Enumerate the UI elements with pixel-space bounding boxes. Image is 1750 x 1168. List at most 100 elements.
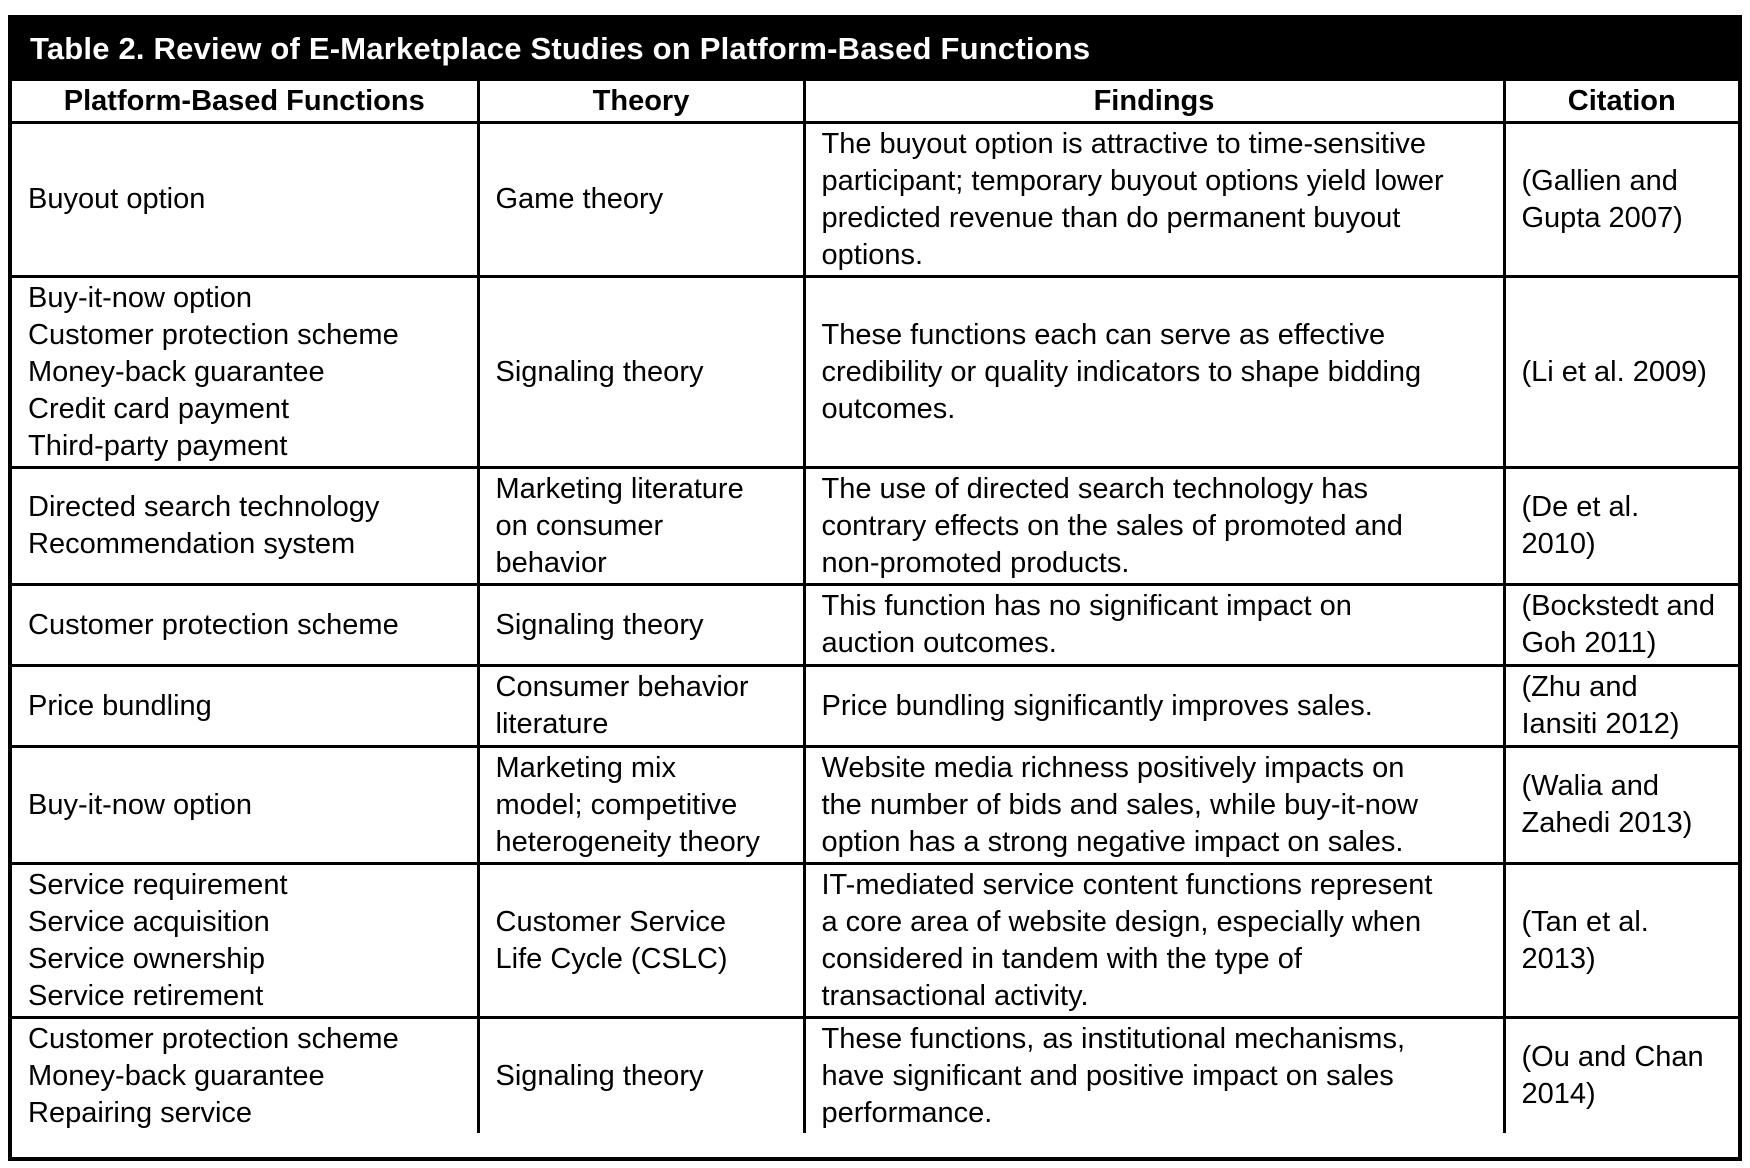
citation-line: 2010) <box>1521 528 1596 560</box>
citation-line: (Bockstedt and <box>1521 590 1715 622</box>
table-row: Directed search technology Recommendatio… <box>12 466 1738 586</box>
findings-line: These functions each can serve as effect… <box>821 318 1386 351</box>
table-row: Customer protection scheme Money-back gu… <box>12 1016 1738 1133</box>
citation-cell: (De et al. 2010) <box>1502 466 1738 586</box>
findings-line: The use of directed search technology ha… <box>821 472 1369 505</box>
theory-line: Customer Service <box>495 905 726 938</box>
findings-cell: The use of directed search technology ha… <box>802 466 1506 586</box>
theory-line: Signaling theory <box>495 355 704 388</box>
citation-cell: (Li et al. 2009) <box>1502 275 1738 469</box>
findings-cell: These functions, as institutional mechan… <box>802 1016 1506 1133</box>
function-item: Repairing service <box>28 1096 253 1129</box>
citation-line: 2013) <box>1521 942 1596 975</box>
function-item: Service acquisition <box>28 905 270 938</box>
theory-line: Consumer behavior <box>495 671 749 703</box>
function-item: Third-party payment <box>28 429 288 462</box>
findings-line: outcomes. <box>821 392 956 425</box>
table-row: Customer protection scheme Signaling the… <box>12 583 1738 667</box>
findings-line: non-promoted products. <box>821 546 1130 579</box>
function-item: Buy-it-now option <box>28 281 253 314</box>
citation-line: Gupta 2007) <box>1521 201 1683 234</box>
theory-line: Life Cycle (CSLC) <box>495 942 728 975</box>
table-row: Buy-it-now option Marketing mix model; c… <box>12 745 1738 865</box>
findings-cell: The buyout option is attractive to time-… <box>802 121 1506 278</box>
review-table: Platform-Based Functions Theory Findings… <box>12 78 1738 1133</box>
citation-line: (Tan et al. <box>1521 905 1649 938</box>
functions-cell: Buy-it-now option <box>12 745 480 865</box>
theory-cell: Marketing mix model; competitive heterog… <box>476 745 806 865</box>
findings-line: the number of bids and sales, while buy-… <box>821 788 1418 821</box>
theory-cell: Marketing literature on consumer behavio… <box>476 466 806 586</box>
theory-line: Game theory <box>495 183 664 215</box>
theory-line: Signaling theory <box>495 608 704 641</box>
findings-line: Website media richness positively impact… <box>821 751 1405 784</box>
findings-line: have significant and positive impact on … <box>821 1059 1394 1092</box>
function-item: Money-back guarantee <box>28 1059 325 1092</box>
citation-line: Goh 2011) <box>1521 627 1657 659</box>
functions-cell: Buy-it-now option Customer protection sc… <box>12 275 480 469</box>
theory-line: heterogeneity theory <box>495 825 760 858</box>
functions-cell: Service requirement Service acquisition … <box>12 862 480 1019</box>
theory-line: literature <box>495 708 609 740</box>
function-item: Service ownership <box>28 942 265 975</box>
findings-line: performance. <box>821 1096 993 1129</box>
citation-cell: (Zhu and Iansiti 2012) <box>1502 664 1738 748</box>
functions-cell: Customer protection scheme <box>12 583 480 667</box>
table-row: Buyout option Game theory The buyout opt… <box>12 121 1738 278</box>
findings-line: option has a strong negative impact on s… <box>821 825 1404 858</box>
findings-line: auction outcomes. <box>821 627 1057 659</box>
functions-cell: Customer protection scheme Money-back gu… <box>12 1016 480 1133</box>
findings-line: credibility or quality indicators to sha… <box>821 355 1422 388</box>
citation-line: 2014) <box>1521 1078 1596 1110</box>
findings-line: a core area of website design, especiall… <box>821 905 1422 938</box>
citation-line: (Walia and <box>1521 770 1660 802</box>
function-item: Service requirement <box>28 868 288 901</box>
theory-cell: Game theory <box>476 121 806 278</box>
citation-line: Iansiti 2012) <box>1521 708 1680 740</box>
table-row: Price bundling Consumer behavior literat… <box>12 664 1738 748</box>
header-theory: Theory <box>476 78 806 124</box>
citation-line: Zahedi 2013) <box>1521 807 1693 839</box>
findings-line: contrary effects on the sales of promote… <box>821 509 1403 542</box>
function-item: Recommendation system <box>28 528 356 560</box>
theory-line: Signaling theory <box>495 1059 704 1092</box>
findings-line: considered in tandem with the type of <box>821 942 1302 975</box>
theory-cell: Signaling theory <box>476 275 806 469</box>
function-item: Customer protection scheme <box>28 1022 399 1055</box>
table-row: Service requirement Service acquisition … <box>12 862 1738 1019</box>
theory-line: Marketing mix <box>495 751 677 784</box>
findings-cell: Website media richness positively impact… <box>802 745 1506 865</box>
function-item: Customer protection scheme <box>28 608 399 641</box>
functions-cell: Buyout option <box>12 121 480 278</box>
citation-line: (Li et al. 2009) <box>1521 355 1707 388</box>
table-caption: Table 2. Review of E-Marketplace Studies… <box>12 19 1738 78</box>
citation-cell: (Tan et al. 2013) <box>1502 862 1738 1019</box>
review-table-frame: Table 2. Review of E-Marketplace Studies… <box>8 15 1742 1161</box>
citation-cell: (Gallien and Gupta 2007) <box>1502 121 1738 278</box>
theory-cell: Signaling theory <box>476 583 806 667</box>
findings-line: transactional activity. <box>821 979 1089 1012</box>
findings-line: participant; temporary buyout options yi… <box>821 164 1444 197</box>
findings-cell: Price bundling significantly improves sa… <box>802 664 1506 748</box>
citation-line: (Zhu and <box>1521 671 1638 703</box>
header-findings: Findings <box>802 78 1506 124</box>
findings-cell: IT-mediated service content functions re… <box>802 862 1506 1019</box>
findings-line: This function has no significant impact … <box>821 590 1352 622</box>
citation-line: (Gallien and <box>1521 164 1678 197</box>
function-item: Directed search technology <box>28 491 380 523</box>
function-item: Buy-it-now option <box>28 788 253 821</box>
theory-cell: Customer Service Life Cycle (CSLC) <box>476 862 806 1019</box>
theory-line: on consumer <box>495 509 664 542</box>
table-row: Buy-it-now option Customer protection sc… <box>12 275 1738 469</box>
function-item: Credit card payment <box>28 392 290 425</box>
header-platform-functions: Platform-Based Functions <box>12 78 480 124</box>
functions-cell: Directed search technology Recommendatio… <box>12 466 480 586</box>
function-item: Buyout option <box>28 183 206 215</box>
findings-line: Price bundling significantly improves sa… <box>821 689 1373 722</box>
citation-line: (Ou and Chan <box>1521 1041 1704 1073</box>
citation-cell: (Ou and Chan 2014) <box>1502 1016 1738 1133</box>
theory-line: model; competitive <box>495 788 738 821</box>
findings-line: These functions, as institutional mechan… <box>821 1022 1406 1055</box>
theory-cell: Signaling theory <box>476 1016 806 1133</box>
findings-line: IT-mediated service content functions re… <box>821 868 1433 901</box>
